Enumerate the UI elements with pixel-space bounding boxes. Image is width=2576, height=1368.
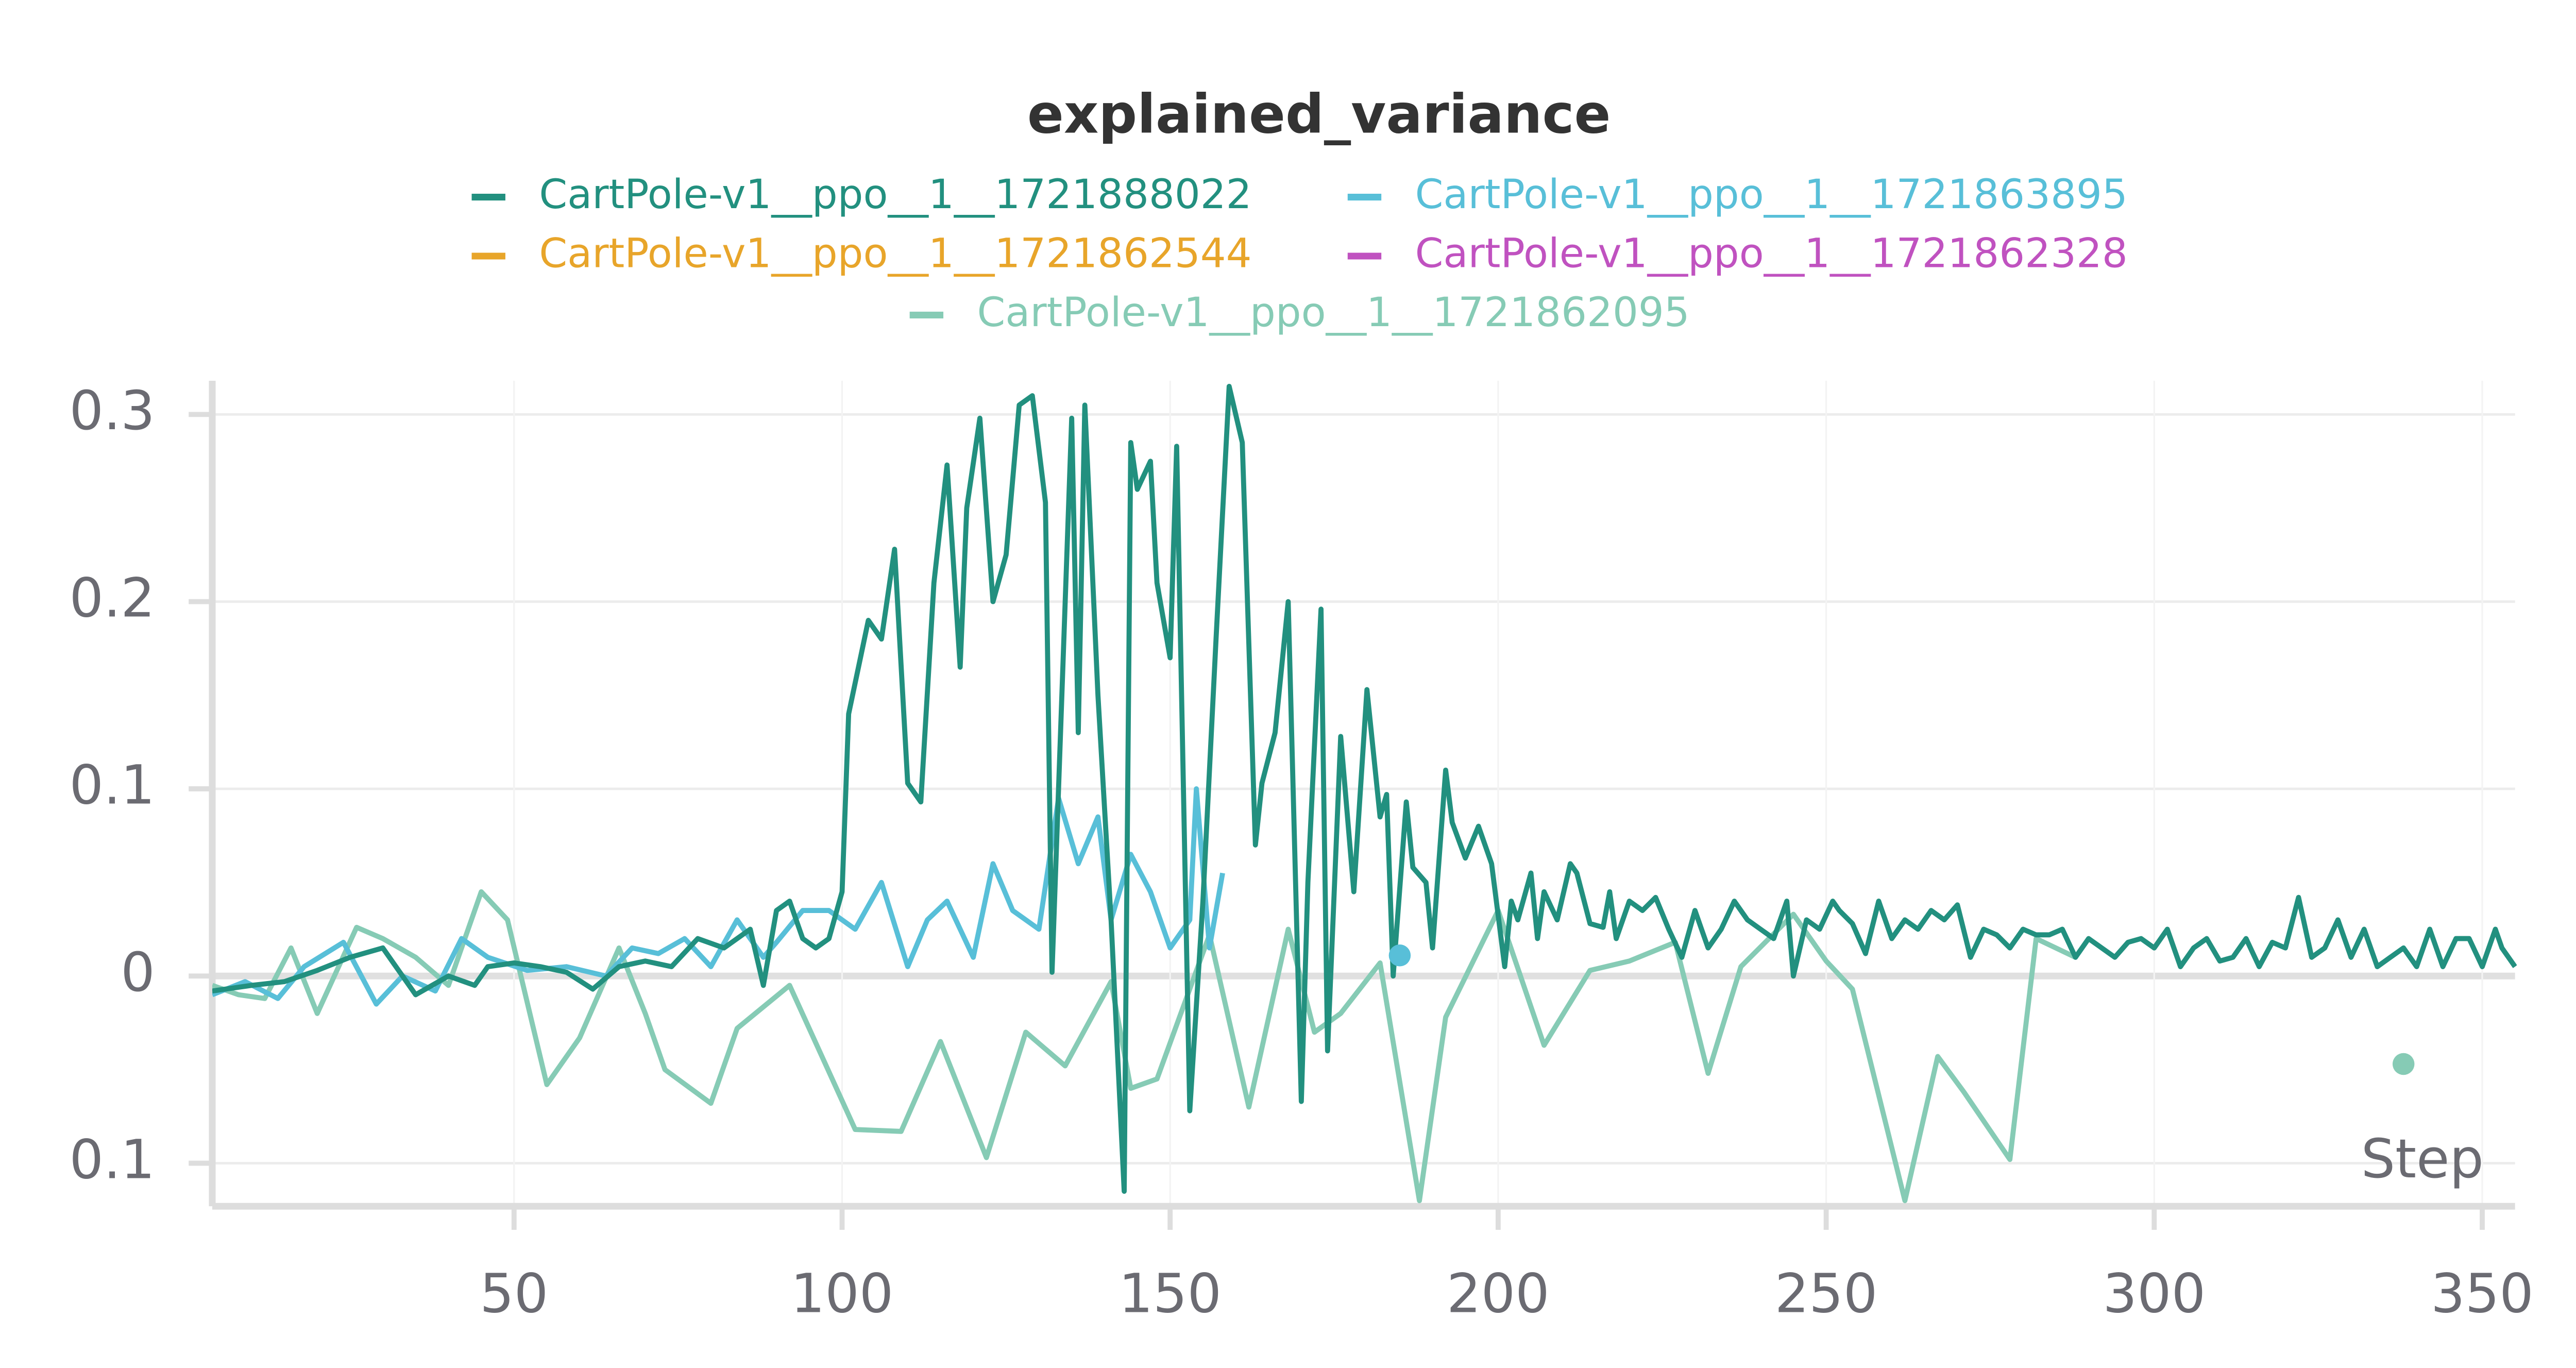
y-tick-label: 0.3 [69,379,155,442]
legend-label: CartPole-v1__ppo__1__1721862095 [977,289,1689,336]
y-tick-label: 0.1 [69,754,155,817]
x-tick-label: 250 [1775,1262,1878,1325]
x-axis-label: Step [2361,1127,2484,1190]
x-tick-label: 200 [1447,1262,1550,1325]
hover-point [1388,944,1411,967]
x-tick-label: 350 [2431,1262,2534,1325]
series-line [212,383,2517,1194]
chart-title: explained_variance [1027,83,1611,146]
plot-area [212,383,2517,1204]
legend-label: CartPole-v1__ppo__1__1721863895 [1415,171,2128,218]
y-tick-label: 0 [121,941,155,1004]
series-line [212,889,2077,1204]
legend-label: CartPole-v1__ppo__1__1721888022 [539,171,1251,218]
series-line [212,786,1225,1007]
x-tick-label: 50 [480,1262,548,1325]
y-tick-label: 0.2 [69,566,155,629]
legend-label: CartPole-v1__ppo__1__1721862328 [1415,229,2128,277]
y-tick-label: 0.1 [69,1128,155,1191]
x-tick-label: 100 [791,1262,894,1325]
hover-point [2392,1053,2415,1075]
legend-label: CartPole-v1__ppo__1__1721862544 [539,229,1251,277]
x-tick-label: 300 [2103,1262,2206,1325]
x-tick-label: 150 [1118,1262,1222,1325]
